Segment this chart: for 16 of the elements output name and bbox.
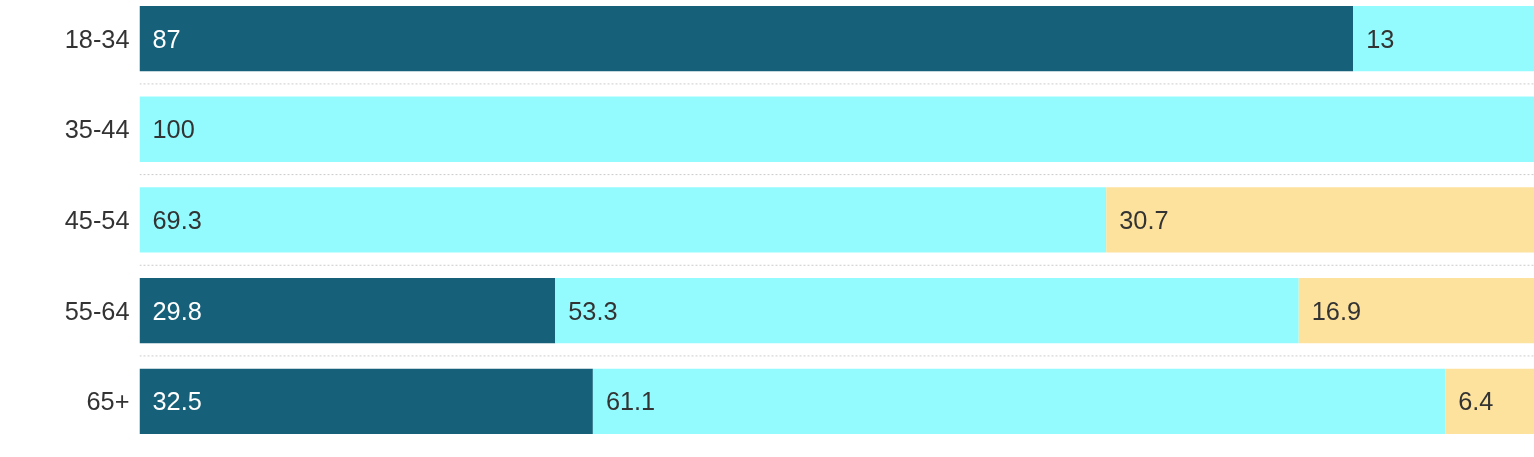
- y-tick-label: 45-54: [64, 205, 130, 234]
- y-tick-label: 55-64: [64, 296, 130, 325]
- data-label: 87: [152, 24, 181, 53]
- data-label: 100: [152, 115, 195, 144]
- data-label: 30.7: [1119, 205, 1169, 234]
- data-label: 69.3: [152, 205, 202, 234]
- y-tick-label: 18-34: [64, 24, 130, 53]
- data-label: 32.5: [152, 387, 202, 416]
- data-label: 29.8: [152, 296, 202, 325]
- data-label: 53.3: [568, 296, 618, 325]
- data-label: 16.9: [1311, 296, 1362, 325]
- y-tick-label: 35-44: [64, 115, 130, 144]
- data-label: 61.1: [605, 387, 656, 416]
- data-label: 6.4: [1458, 387, 1494, 416]
- y-tick-label: 65+: [86, 387, 130, 416]
- data-label: 13: [1366, 24, 1395, 53]
